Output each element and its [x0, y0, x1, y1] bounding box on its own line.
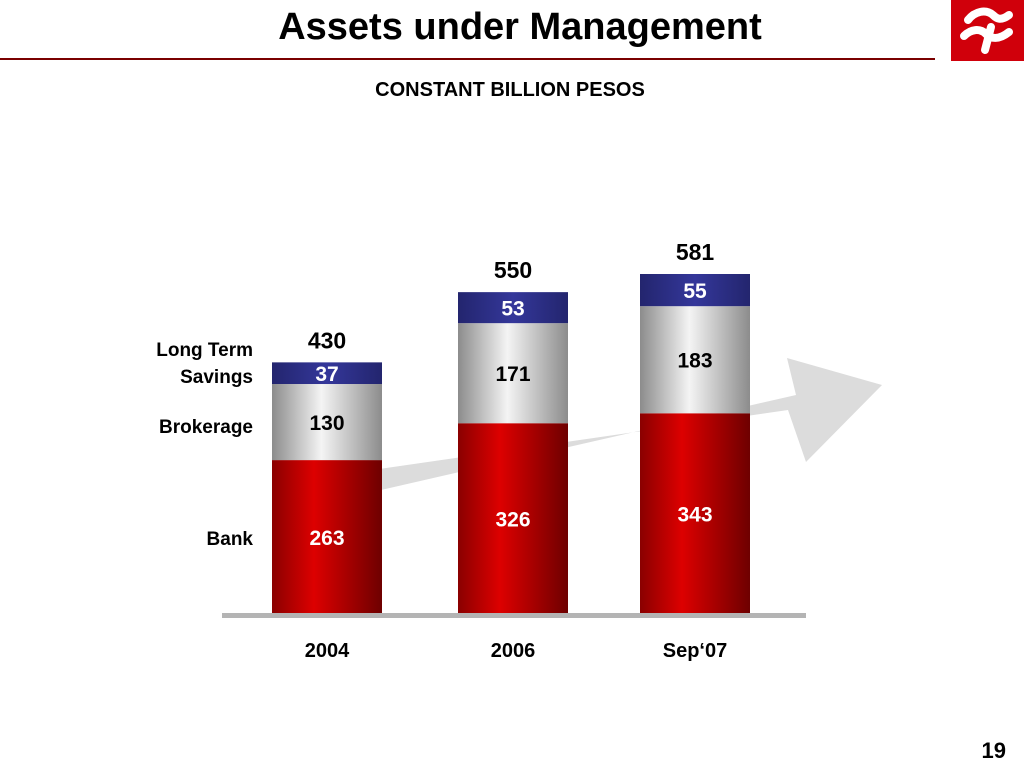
bar-brokerage-2004	[272, 384, 382, 461]
data-label-long-term-savings-sep-07: 55	[683, 280, 707, 303]
category-label-2004: 2004	[305, 640, 350, 662]
bar-bank-sep-07	[640, 413, 750, 614]
category-label-2006: 2006	[491, 640, 536, 662]
data-label-bank-sep-07: 343	[677, 504, 712, 527]
data-label-long-term-savings-2006: 53	[501, 298, 524, 321]
page-title: Assets under Management	[278, 6, 762, 48]
bar-bank-2006	[458, 423, 568, 614]
legend-bank: Bank	[206, 529, 253, 550]
x-axis-baseline	[222, 613, 806, 618]
category-label-sep-07: Sep‘07	[663, 640, 727, 662]
total-label-sep-07: 581	[676, 239, 715, 265]
title-divider	[0, 58, 935, 60]
data-label-brokerage-2006: 171	[495, 363, 530, 386]
legend-long-term-savings: Long Term Savings	[156, 340, 253, 388]
total-label-2004: 430	[308, 327, 346, 353]
legend-brokerage: Brokerage	[159, 417, 253, 438]
total-label-2006: 550	[494, 257, 532, 283]
trend-arrow	[372, 358, 882, 492]
data-label-bank-2004: 263	[309, 527, 344, 550]
bar-long-term-savings-sep-07	[640, 274, 750, 307]
bar-brokerage-2006	[458, 323, 568, 424]
banorte-logo-icon	[951, 0, 1024, 61]
chart-subtitle: CONSTANT BILLION PESOS	[375, 79, 645, 101]
page-number: 19	[981, 738, 1006, 763]
data-label-long-term-savings-2004: 37	[315, 363, 338, 386]
bar-bank-2004	[272, 460, 382, 614]
bar-long-term-savings-2006	[458, 292, 568, 324]
stacked-bar-chart: 263 130 37 430 2004 326 171 53 550 2006 343 183 55 58…	[222, 239, 882, 662]
data-label-bank-2006: 326	[495, 509, 530, 532]
bar-long-term-savings-2004	[272, 362, 382, 385]
bar-brokerage-sep-07	[640, 306, 750, 414]
data-label-brokerage-2004: 130	[309, 412, 344, 435]
data-label-brokerage-sep-07: 183	[677, 350, 712, 373]
